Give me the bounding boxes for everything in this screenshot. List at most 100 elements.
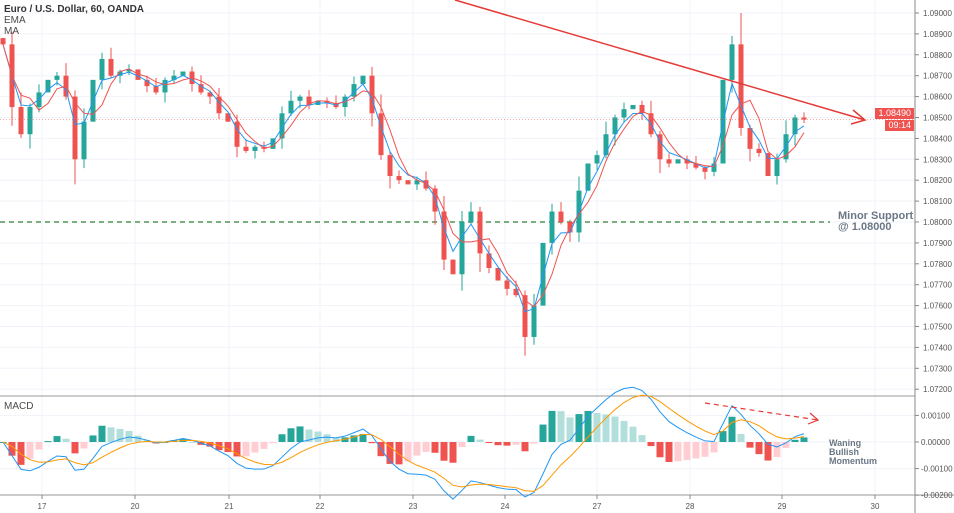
macd-histogram-bar [701, 442, 709, 457]
bearish-candle [756, 148, 762, 154]
bearish-candle [801, 117, 807, 120]
macd-histogram-bar [548, 410, 556, 442]
macd-histogram-bar [44, 441, 52, 443]
macd-histogram-bar [431, 442, 439, 453]
bearish-candle [108, 58, 114, 76]
macd-histogram-bar [224, 442, 232, 453]
date-tick-label: 23 [409, 502, 418, 511]
bullish-candle [531, 305, 537, 337]
ema-label[interactable]: EMA [4, 15, 26, 26]
macd-histogram-bar [566, 417, 574, 442]
last-price-tag: 1.08490 [875, 108, 914, 119]
macd-histogram-bar [134, 435, 142, 442]
bullish-candle [585, 163, 591, 191]
macd-histogram-bar [107, 427, 115, 442]
bullish-candle [54, 75, 60, 80]
macd-histogram-bar [62, 438, 70, 442]
macd-histogram-bar [584, 410, 592, 442]
bearish-candle [135, 69, 141, 80]
macd-label[interactable]: MACD [4, 401, 34, 412]
bearish-candle [216, 96, 222, 114]
price-tick-label: 1.08900 [923, 30, 952, 39]
bullish-candle [99, 58, 105, 80]
ma-label[interactable]: MA [4, 26, 19, 37]
bearish-candle [324, 100, 330, 103]
bearish-candle [666, 159, 672, 164]
macd-histogram-bar [458, 442, 466, 448]
macd-histogram-bar [602, 414, 610, 442]
macd-histogram-bar [8, 442, 16, 456]
bullish-candle [594, 155, 600, 164]
macd-tick-label: 0.00000 [921, 438, 950, 447]
bearish-candle [207, 92, 213, 97]
bullish-candle [45, 79, 51, 93]
momentum-annotation: Waning Bullish Momentum [829, 439, 877, 466]
chart-legend: Euro / U.S. Dollar, 60, OANDA EMA MA [4, 4, 144, 37]
macd-histogram-bar [35, 442, 43, 450]
macd-histogram-bar [746, 442, 754, 448]
macd-histogram-bar [728, 416, 736, 442]
bullish-candle [612, 117, 618, 135]
date-tick-label: 30 [871, 502, 880, 511]
macd-histogram-bar [98, 425, 106, 442]
macd-histogram-bar [305, 429, 313, 442]
macd-histogram-bar [116, 428, 124, 442]
price-tick-label: 1.09000 [923, 9, 952, 18]
support-level-text: @ 1.08000 [838, 221, 892, 233]
macd-histogram-bar [476, 439, 484, 442]
macd-histogram-bar [350, 435, 358, 442]
price-tick-label: 1.07700 [923, 281, 952, 290]
bullish-candle [621, 109, 627, 118]
price-tick-label: 1.08400 [923, 134, 952, 143]
bearish-candle [765, 153, 771, 177]
macd-histogram-bar [665, 442, 673, 462]
macd-histogram-bar [368, 442, 376, 444]
macd-histogram-bar [386, 442, 394, 464]
macd-histogram-bar [314, 431, 322, 442]
support-annotation: Minor Support @ 1.08000 [838, 211, 913, 233]
bearish-candle [477, 211, 483, 254]
bearish-candle [738, 44, 744, 128]
macd-histogram-bar [422, 442, 430, 452]
macd-histogram-bar [188, 441, 196, 443]
date-tick-label: 21 [225, 502, 234, 511]
macd-histogram-bar [692, 442, 700, 459]
bearish-candle [423, 180, 429, 189]
resistance-trendline [454, 0, 866, 121]
ma-line [2, 44, 805, 308]
bullish-candle [279, 113, 285, 139]
macd-histogram-bar [17, 442, 25, 465]
bullish-candle [603, 134, 609, 156]
macd-histogram-bar [80, 442, 88, 449]
support-text: Minor Support [838, 210, 914, 222]
date-tick-label: 17 [38, 502, 47, 511]
bearish-candle [18, 107, 24, 135]
bearish-candle [657, 134, 663, 160]
macd-histogram-bar [278, 434, 286, 442]
macd-histogram-bar [233, 442, 241, 457]
bullish-candle [297, 96, 303, 101]
macd-histogram-bar [737, 433, 745, 442]
macd-histogram-bar [467, 435, 475, 442]
price-tick-label: 1.08300 [923, 155, 952, 164]
price-tick-label: 1.08800 [923, 51, 952, 60]
macd-tick-label: -0.00100 [921, 465, 953, 474]
price-tick-label: 1.07900 [923, 239, 952, 248]
macd-histogram-bar [539, 424, 547, 442]
bullish-candle [711, 163, 717, 172]
signal-line [2, 394, 805, 492]
price-tick-label: 1.08000 [923, 218, 952, 227]
bullish-candle [792, 117, 798, 135]
bearish-candle [387, 155, 393, 177]
price-tick-label: 1.08700 [923, 72, 952, 81]
bearish-candle [198, 84, 204, 93]
ema-line [2, 44, 805, 313]
bearish-candle [243, 146, 249, 151]
bullish-candle [171, 75, 177, 80]
date-tick-label: 28 [686, 502, 695, 511]
bullish-candle [180, 71, 186, 76]
macd-histogram-bar [440, 442, 448, 461]
macd-histogram-bar [323, 434, 331, 442]
bearish-candle [72, 96, 78, 160]
